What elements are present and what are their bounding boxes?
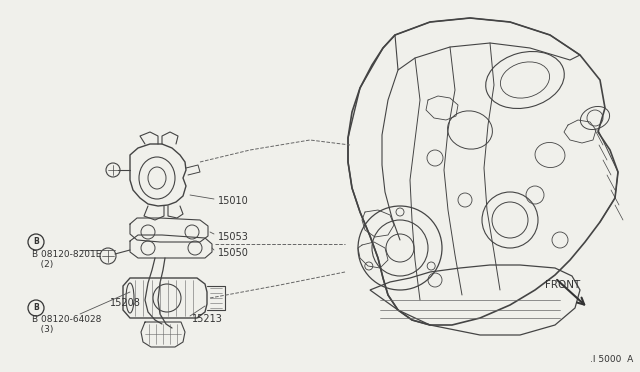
Text: 15208: 15208 xyxy=(110,298,141,308)
Text: B 08120-64028
   (3): B 08120-64028 (3) xyxy=(32,315,101,334)
Text: FRONT: FRONT xyxy=(545,280,580,290)
Text: .I 5000  A: .I 5000 A xyxy=(590,355,633,364)
Text: 15050: 15050 xyxy=(218,248,249,258)
Text: 15053: 15053 xyxy=(218,232,249,242)
Text: B 08120-8201E
   (2): B 08120-8201E (2) xyxy=(32,250,101,269)
Text: B: B xyxy=(33,237,39,247)
Text: B: B xyxy=(33,304,39,312)
Text: 15010: 15010 xyxy=(218,196,249,206)
Text: 15213: 15213 xyxy=(192,314,223,324)
